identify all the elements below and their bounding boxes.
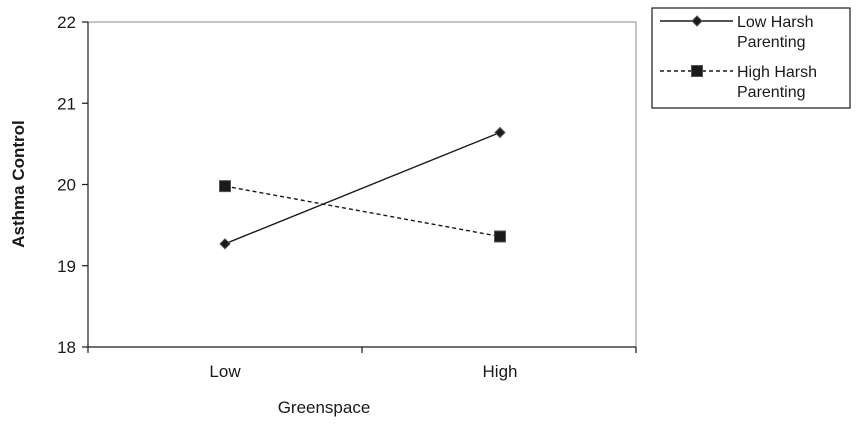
series-2-point-2	[494, 230, 506, 243]
series-2-point-1	[219, 180, 231, 193]
y-tick-label: 19	[57, 257, 76, 276]
y-axis-title: Asthma Control	[9, 120, 28, 248]
legend: Low Harsh Parenting High Harsh Parenting	[651, 7, 851, 109]
y-tick-label: 18	[57, 338, 76, 357]
legend-marker-2	[691, 65, 703, 77]
legend-label-2: High Harsh	[737, 64, 817, 81]
plot-area	[87, 21, 637, 348]
legend-marker-1	[691, 15, 703, 27]
x-axis: Low High	[87, 346, 637, 381]
series-layer	[219, 126, 506, 250]
legend-box	[651, 7, 851, 109]
y-tick-label: 20	[57, 176, 76, 195]
x-axis-title: Greenspace	[278, 398, 371, 417]
series-1-point-2	[494, 126, 506, 139]
y-axis: 18 19 20 21 22	[57, 13, 89, 357]
series-line-1	[224, 131, 501, 245]
legend-label-1: Low Harsh	[737, 14, 813, 31]
x-tick-label: Low	[209, 362, 241, 381]
series-line-2	[224, 185, 501, 238]
x-tick-label: High	[483, 362, 518, 381]
y-tick-label: 22	[57, 13, 76, 32]
series-1-point-1	[219, 238, 231, 250]
legend-label-2: Parenting	[737, 84, 806, 101]
y-tick-label: 21	[57, 94, 76, 113]
legend-label-1: Parenting	[737, 34, 806, 51]
